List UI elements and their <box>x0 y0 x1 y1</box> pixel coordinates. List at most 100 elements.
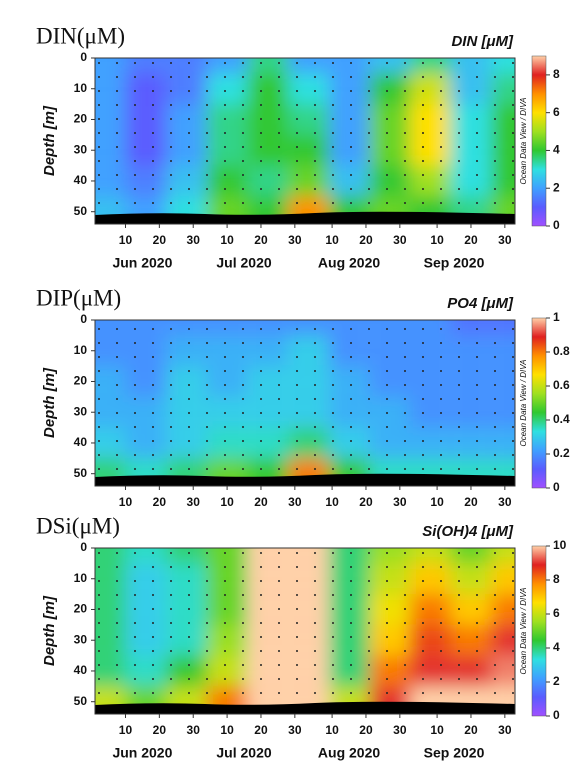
x-tick-label: 10 <box>220 723 234 737</box>
y-tick-label: 50 <box>74 466 88 480</box>
x-tick-label: 20 <box>359 233 373 247</box>
seafloor <box>95 701 515 714</box>
plot-frame <box>94 319 516 487</box>
x-tick-label: 20 <box>359 723 373 737</box>
y-axis-label: Depth [m] <box>41 105 58 176</box>
x-tick-label: 10 <box>119 495 133 509</box>
colorbar-tick-label: 1 <box>553 310 560 324</box>
x-tick-label: 10 <box>325 495 339 509</box>
colorbar-tick-label: 4 <box>553 143 560 157</box>
x-tick-label: 20 <box>464 495 478 509</box>
x-tick-label: 30 <box>187 233 201 247</box>
y-axis-label: Depth [m] <box>41 595 58 666</box>
colorbar-tick-label: 4 <box>553 640 560 654</box>
x-tick-label: 10 <box>119 723 133 737</box>
colorbar-tick-label: 6 <box>553 606 560 620</box>
x-tick-label: 10 <box>325 723 339 737</box>
x-tick-label: 30 <box>288 495 302 509</box>
colorbar <box>531 317 547 489</box>
x-tick-label: 30 <box>498 723 512 737</box>
colorbar <box>531 545 547 717</box>
colorbar-tick-label: 0 <box>553 218 560 232</box>
colorbar <box>531 55 547 227</box>
colorbar-tick-label: 8 <box>553 67 560 81</box>
x-tick-label: 30 <box>393 495 407 509</box>
panel-subtitle: Si(OH)4 [μM] <box>422 523 514 540</box>
y-tick-label: 40 <box>74 663 88 677</box>
x-tick-label: 30 <box>393 723 407 737</box>
month-label: Jun 2020 <box>112 745 172 761</box>
colorbar-tick-label: 8 <box>553 572 560 586</box>
y-tick-label: 40 <box>74 435 88 449</box>
sample-dots <box>95 58 515 216</box>
plot-frame <box>94 57 516 225</box>
sample-dots <box>95 548 515 706</box>
x-tick-label: 30 <box>498 233 512 247</box>
panel-subtitle: DIN [μM] <box>451 33 514 50</box>
x-tick-label: 20 <box>254 233 268 247</box>
colorbar-tick-label: 0.4 <box>553 412 570 426</box>
y-tick-label: 0 <box>80 312 87 326</box>
field <box>95 58 515 224</box>
x-tick-label: 20 <box>153 233 167 247</box>
month-label: Aug 2020 <box>318 745 380 761</box>
month-label: Aug 2020 <box>318 255 380 271</box>
field <box>95 548 515 714</box>
colorbar-tick-label: 0.6 <box>553 378 570 392</box>
colorbar-tick-label: 2 <box>553 674 560 688</box>
x-tick-label: 10 <box>430 723 444 737</box>
y-tick-label: 20 <box>74 602 88 616</box>
y-tick-label: 50 <box>74 694 88 708</box>
y-tick-label: 0 <box>80 540 87 554</box>
colorbar-tick-label: 0.2 <box>553 446 570 460</box>
x-tick-label: 10 <box>430 233 444 247</box>
y-tick-label: 0 <box>80 50 87 64</box>
x-tick-label: 10 <box>220 495 234 509</box>
colorbar-tick-label: 2 <box>553 180 560 194</box>
x-tick-label: 10 <box>119 233 133 247</box>
y-tick-label: 10 <box>74 81 88 95</box>
y-tick-label: 30 <box>74 632 88 646</box>
x-tick-label: 20 <box>153 723 167 737</box>
month-label: Jun 2020 <box>112 255 172 271</box>
panel-title: DIN(μM) <box>36 23 125 48</box>
x-tick-label: 20 <box>464 723 478 737</box>
colorbar-label: Ocean Data View / DIVA <box>519 359 528 446</box>
x-tick-label: 10 <box>430 495 444 509</box>
y-tick-label: 20 <box>74 374 88 388</box>
month-label: Sep 2020 <box>424 745 485 761</box>
x-tick-label: 20 <box>254 723 268 737</box>
plot-frame <box>94 547 516 715</box>
panel-subtitle: PO4 [μM] <box>447 295 514 312</box>
colorbar-tick-label: 0 <box>553 708 560 722</box>
x-tick-label: 10 <box>325 233 339 247</box>
panel-title: DSi(μM) <box>36 513 120 538</box>
sample-dots <box>95 320 515 478</box>
y-tick-label: 30 <box>74 142 88 156</box>
y-tick-label: 20 <box>74 112 88 126</box>
x-tick-label: 30 <box>187 723 201 737</box>
x-tick-label: 30 <box>288 233 302 247</box>
field <box>95 320 515 486</box>
x-tick-label: 10 <box>220 233 234 247</box>
x-tick-label: 30 <box>288 723 302 737</box>
panel-title: DIP(μM) <box>36 285 121 310</box>
y-tick-label: 10 <box>74 571 88 585</box>
y-tick-label: 10 <box>74 343 88 357</box>
y-tick-label: 50 <box>74 204 88 218</box>
x-tick-label: 30 <box>393 233 407 247</box>
x-tick-label: 20 <box>464 233 478 247</box>
y-tick-label: 40 <box>74 173 88 187</box>
month-label: Sep 2020 <box>424 255 485 271</box>
seafloor <box>95 211 515 224</box>
x-tick-label: 30 <box>187 495 201 509</box>
x-tick-label: 20 <box>359 495 373 509</box>
seafloor <box>95 473 515 486</box>
colorbar-tick-label: 0.8 <box>553 344 570 358</box>
y-tick-label: 30 <box>74 404 88 418</box>
colorbar-tick-label: 0 <box>553 480 560 494</box>
colorbar-label: Ocean Data View / DIVA <box>519 97 528 184</box>
colorbar-label: Ocean Data View / DIVA <box>519 587 528 674</box>
month-label: Jul 2020 <box>216 255 271 271</box>
